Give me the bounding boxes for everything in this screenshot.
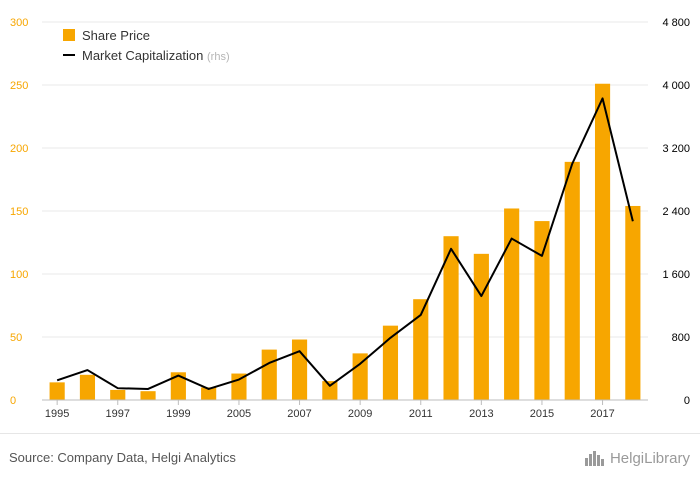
bar-share-price — [504, 208, 520, 400]
bar-share-price — [170, 372, 186, 400]
bar-share-price — [534, 221, 550, 400]
x-tick-label: 2017 — [590, 408, 614, 420]
brand-logo: HelgiLibrary — [584, 449, 690, 467]
bar-share-price — [443, 236, 459, 400]
x-tick-label: 2005 — [227, 408, 251, 420]
footer-divider — [0, 433, 700, 434]
y-right-tick-label: 4 800 — [662, 17, 690, 29]
x-tick-label: 1995 — [45, 408, 69, 420]
bar-share-price — [291, 339, 308, 400]
y-right-tick-label: 3 200 — [662, 143, 690, 155]
x-tick-label: 2015 — [530, 408, 554, 420]
bar-share-price — [413, 299, 429, 400]
y-right-tick-label: 0 — [684, 395, 690, 407]
bar-series — [49, 83, 641, 401]
x-tick-label: 2009 — [348, 408, 372, 420]
x-tick-label: 1999 — [166, 408, 190, 420]
bar-share-price — [110, 389, 126, 400]
line-market-cap — [56, 97, 634, 390]
bar-share-price — [201, 387, 217, 400]
legend-label-share-price: Share Price — [82, 28, 150, 43]
y-left-tick-label: 100 — [10, 269, 28, 281]
y-left-tick-label: 300 — [10, 17, 28, 29]
bar-share-price — [382, 325, 399, 400]
bar-share-price — [140, 391, 156, 400]
legend-label-market-cap: Market Capitalization (rhs) — [82, 48, 230, 63]
y-left-tick-label: 250 — [10, 80, 28, 92]
helgi-building-icon — [584, 451, 604, 466]
legend-swatch-share-price — [63, 29, 75, 41]
bar-share-price — [594, 83, 611, 401]
x-tick-label: 2011 — [409, 408, 433, 420]
bar-share-price — [79, 374, 96, 400]
source-text: Source: Company Data, Helgi Analytics — [9, 450, 236, 465]
bar-share-price — [322, 381, 338, 400]
y-right-tick-label: 1 600 — [662, 269, 690, 281]
line-series — [56, 97, 634, 390]
y-left-tick-label: 0 — [10, 395, 16, 407]
bar-share-price — [625, 205, 641, 400]
x-tick-label: 2007 — [287, 408, 311, 420]
bar-share-price — [473, 253, 489, 400]
grid-lines — [42, 21, 648, 401]
x-tick-label: 2013 — [469, 408, 493, 420]
bar-share-price — [49, 382, 65, 400]
legend-label-market-cap-suffix: (rhs) — [207, 51, 230, 63]
bar-share-price — [564, 161, 580, 400]
brand-name: HelgiLibrary — [609, 449, 690, 467]
x-tick-label: 1997 — [106, 408, 130, 420]
bar-share-price — [261, 349, 277, 400]
y-left-tick-label: 200 — [10, 143, 28, 155]
bar-share-price — [352, 353, 368, 400]
y-right-tick-label: 800 — [672, 332, 690, 344]
y-left-tick-label: 150 — [10, 206, 28, 218]
legend-label-market-cap-name: Market Capitalization — [82, 48, 203, 63]
y-right-tick-label: 4 000 — [662, 80, 690, 92]
y-right-tick-label: 2 400 — [662, 206, 690, 218]
legend: Share Price Market Capitalization (rhs) — [63, 28, 230, 63]
y-left-tick-label: 50 — [10, 332, 22, 344]
chart-svg: 0 50 100 150 200 250 300 0 800 1 600 2 400 3 200 4 0… — [10, 17, 690, 420]
axis-labels: 0 50 100 150 200 250 300 0 800 1 600 2 400 3 200 4 0… — [10, 17, 690, 420]
